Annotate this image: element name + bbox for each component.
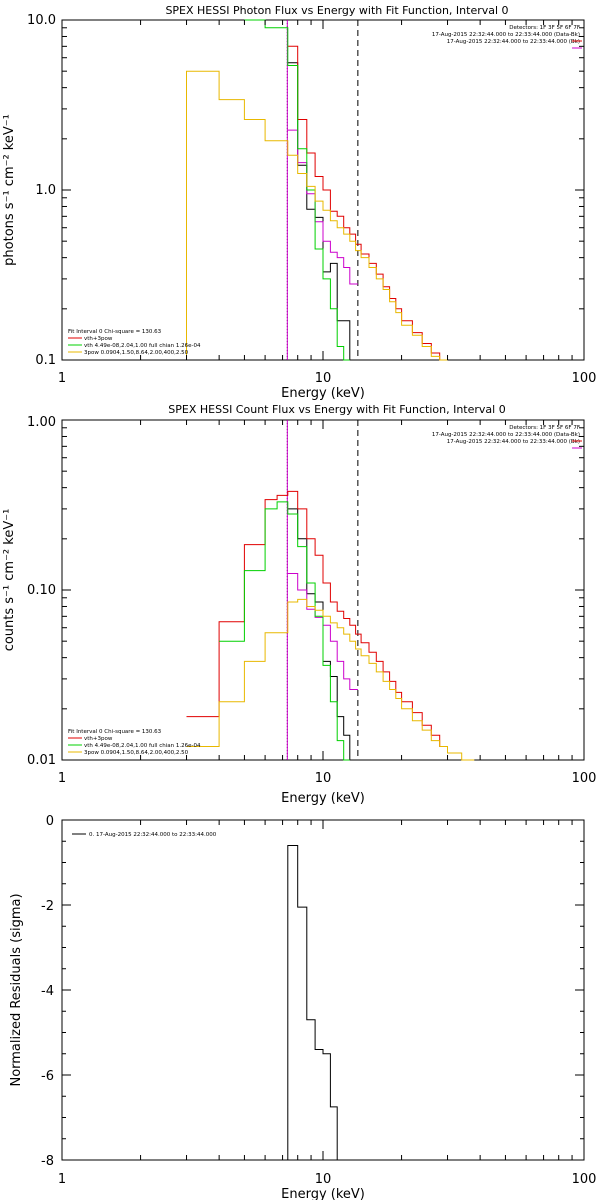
y-tick-label: -6	[41, 1069, 54, 1084]
detector-info: Detectors: 1F 3F 5F 6F 7F	[509, 25, 580, 31]
x-axis-ticks	[61, 20, 573, 360]
y-tick-label: 0.1	[35, 353, 56, 368]
x-tick-label: 100	[572, 1172, 597, 1187]
fit-info-line: 3pow 0.0904,1.50,8.64,2.00,400,2.50	[84, 350, 189, 356]
y-tick-label: 10.0	[27, 13, 56, 28]
fit-info-line: Fit Interval 0 Chi-square = 130.63	[68, 329, 162, 335]
y-axis-label: counts s⁻¹ cm⁻² keV⁻¹	[2, 509, 17, 652]
fit-info-line: vth 4.49e-08,2.04,1.00 full chian 1.26e-…	[84, 743, 201, 749]
series-line	[244, 19, 350, 361]
info-legend-swatches	[572, 40, 582, 49]
series-line	[186, 490, 462, 754]
plot-frame	[61, 419, 585, 761]
data-series	[287, 845, 358, 1161]
series-line	[287, 62, 358, 361]
x-tick-label: 1	[58, 371, 66, 386]
series-line	[287, 573, 358, 690]
fit-info-line: 3pow 0.0904,1.50,8.64,2.00,400,2.50	[84, 750, 189, 756]
series-line	[219, 501, 350, 761]
data-series	[186, 19, 448, 361]
count-flux-panel: SPEX HESSI Count Flux vs Energy with Fit…	[2, 403, 596, 806]
x-tick-label: 1	[58, 771, 66, 786]
plot-area	[61, 419, 585, 761]
x-tick-label: 10	[315, 371, 332, 386]
y-tick-label: 0	[46, 814, 54, 829]
background-interval-info: 17-Aug-2015 22:32:44.000 to 22:33:44.000…	[447, 439, 580, 445]
chart-title: SPEX HESSI Count Flux vs Energy with Fit…	[168, 403, 505, 416]
photon-flux-panel: SPEX HESSI Photon Flux vs Energy with Fi…	[2, 4, 596, 401]
y-tick-label: 0.01	[27, 753, 56, 768]
x-axis-ticks	[61, 420, 573, 760]
residuals-panel: 1 10 100 0 -2 -4 -6 -8 Energy (keV) Norm…	[9, 814, 596, 1200]
y-tick-label: -4	[41, 984, 54, 999]
fit-info-line: vth+3pow	[84, 736, 113, 742]
plot-area	[61, 19, 585, 361]
background-interval-info: 17-Aug-2015 22:32:44.000 to 22:33:44.000…	[447, 39, 580, 45]
y-tick-label: 1.00	[27, 415, 56, 430]
x-tick-label: 10	[315, 1172, 332, 1187]
y-tick-label: 1.0	[35, 183, 56, 198]
fit-info-line: Fit Interval 0 Chi-square = 130.63	[68, 729, 162, 735]
series-line	[287, 45, 448, 361]
x-tick-label: 1	[58, 1172, 66, 1187]
y-tick-label: 0.10	[27, 583, 56, 598]
y-axis-ticks	[62, 819, 584, 1161]
x-axis-label: Energy (keV)	[281, 1187, 365, 1200]
x-tick-label: 10	[315, 771, 332, 786]
series-line	[186, 70, 448, 361]
x-axis-ticks	[61, 820, 573, 1160]
data-interval-info: 17-Aug-2015 22:32:44.000 to 22:33:44.000…	[432, 432, 580, 438]
data-series	[186, 490, 475, 761]
series-line	[287, 129, 358, 285]
plot-area	[61, 819, 585, 1161]
y-tick-label: -2	[41, 899, 54, 914]
fit-legend-swatches	[68, 337, 82, 353]
series-line	[287, 845, 358, 1161]
info-legend-swatches	[572, 440, 582, 449]
fit-info-line: vth 4.49e-08,2.04,1.00 full chian 1.26e-…	[84, 343, 201, 349]
reference-lines	[286, 420, 359, 760]
legend-text: 0. 17-Aug-2015 22:32:44.000 to 22:33:44.…	[89, 832, 217, 838]
x-axis-label: Energy (keV)	[281, 386, 365, 401]
y-axis-ticks	[62, 19, 584, 361]
y-axis-label: photons s⁻¹ cm⁻² keV⁻¹	[2, 114, 17, 266]
x-tick-label: 100	[572, 771, 597, 786]
chart-title: SPEX HESSI Photon Flux vs Energy with Fi…	[165, 4, 508, 17]
fit-info-line: vth+3pow	[84, 336, 113, 342]
x-axis-label: Energy (keV)	[281, 791, 365, 806]
reference-lines	[286, 20, 359, 360]
plot-frame	[61, 819, 585, 1161]
series-line	[186, 598, 475, 761]
series-line	[287, 508, 358, 761]
detector-info: Detectors: 1F 3F 5F 6F 7F	[509, 425, 580, 431]
y-axis-ticks	[62, 419, 584, 761]
fit-legend-swatches	[68, 737, 82, 753]
y-axis-label: Normalized Residuals (sigma)	[9, 893, 24, 1086]
data-interval-info: 17-Aug-2015 22:32:44.000 to 22:33:44.000…	[432, 32, 580, 38]
x-tick-label: 100	[572, 371, 597, 386]
y-tick-label: -8	[41, 1154, 54, 1169]
